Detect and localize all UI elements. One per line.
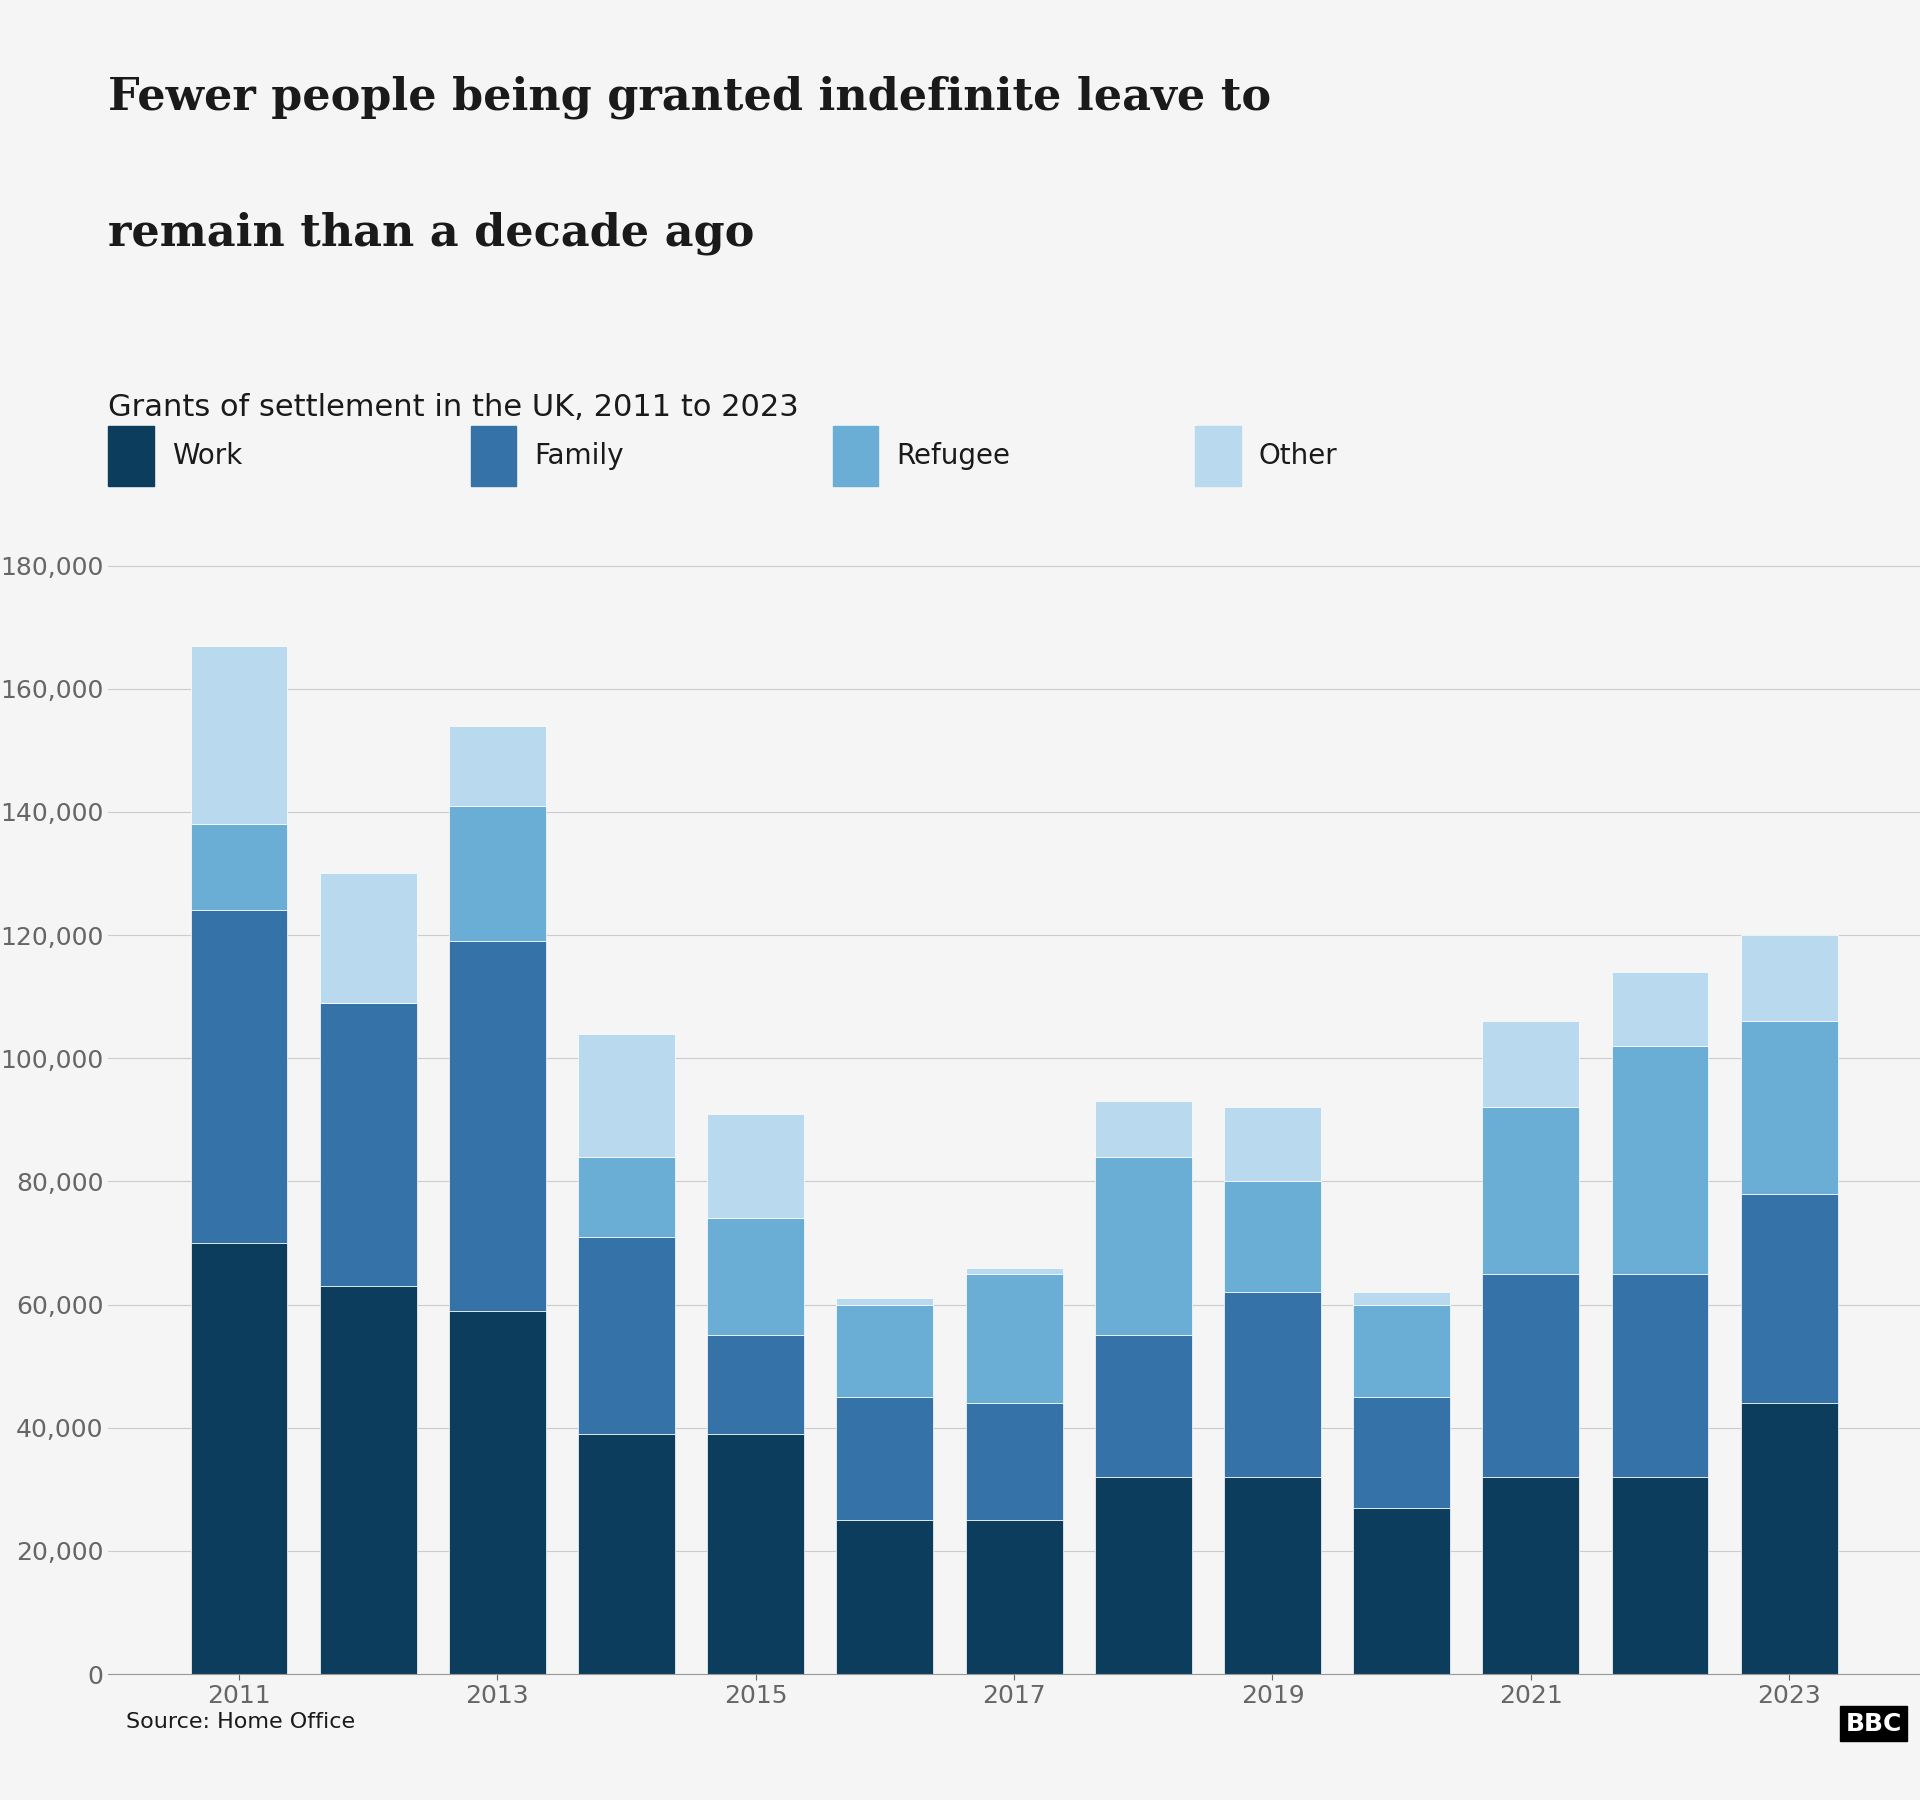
Bar	[1354, 1397, 1450, 1508]
Bar	[707, 1114, 804, 1219]
Bar	[1094, 1102, 1192, 1157]
Bar	[966, 1402, 1062, 1519]
Text: Family: Family	[534, 443, 624, 470]
Bar	[190, 1244, 288, 1674]
Text: Grants of settlement in the UK, 2011 to 2023: Grants of settlement in the UK, 2011 to …	[108, 392, 799, 423]
Text: remain than a decade ago: remain than a decade ago	[108, 212, 755, 256]
Bar	[578, 1033, 676, 1157]
Text: BBC: BBC	[1845, 1712, 1903, 1735]
Text: Work: Work	[171, 443, 242, 470]
FancyBboxPatch shape	[108, 427, 154, 486]
Bar	[1482, 1107, 1580, 1274]
Bar	[449, 1310, 545, 1674]
Bar	[837, 1305, 933, 1397]
Text: Source: Home Office: Source: Home Office	[127, 1712, 355, 1732]
Text: Refugee: Refugee	[897, 443, 1010, 470]
FancyBboxPatch shape	[833, 427, 877, 486]
Bar	[1611, 1046, 1709, 1274]
Bar	[1482, 1478, 1580, 1674]
Bar	[837, 1298, 933, 1305]
Bar	[1225, 1181, 1321, 1292]
Bar	[321, 1285, 417, 1674]
Bar	[966, 1519, 1062, 1674]
Bar	[449, 806, 545, 941]
Bar	[1094, 1336, 1192, 1478]
Bar	[707, 1336, 804, 1435]
FancyBboxPatch shape	[1196, 427, 1240, 486]
Text: Fewer people being granted indefinite leave to: Fewer people being granted indefinite le…	[108, 76, 1271, 119]
Bar	[1611, 972, 1709, 1046]
Bar	[190, 824, 288, 911]
Bar	[966, 1274, 1062, 1402]
FancyBboxPatch shape	[470, 427, 516, 486]
Bar	[1094, 1478, 1192, 1674]
Bar	[321, 1003, 417, 1285]
Bar	[1741, 1193, 1837, 1402]
Bar	[1225, 1478, 1321, 1674]
Bar	[1094, 1157, 1192, 1336]
Bar	[1354, 1292, 1450, 1305]
Bar	[578, 1435, 676, 1674]
Bar	[1225, 1107, 1321, 1181]
Bar	[837, 1519, 933, 1674]
Bar	[190, 646, 288, 824]
Bar	[190, 911, 288, 1244]
Bar	[578, 1237, 676, 1435]
Bar	[707, 1219, 804, 1336]
Bar	[449, 725, 545, 806]
Text: Other: Other	[1260, 443, 1338, 470]
Bar	[1741, 934, 1837, 1021]
Bar	[1225, 1292, 1321, 1478]
Bar	[837, 1397, 933, 1519]
Bar	[449, 941, 545, 1310]
Bar	[1611, 1478, 1709, 1674]
Bar	[1482, 1021, 1580, 1107]
Bar	[1482, 1274, 1580, 1478]
Bar	[1354, 1305, 1450, 1397]
Bar	[321, 873, 417, 1003]
Bar	[1354, 1508, 1450, 1674]
Bar	[1741, 1021, 1837, 1193]
Bar	[1741, 1402, 1837, 1674]
Bar	[1611, 1274, 1709, 1478]
Bar	[578, 1157, 676, 1237]
Bar	[966, 1267, 1062, 1274]
Bar	[707, 1435, 804, 1674]
